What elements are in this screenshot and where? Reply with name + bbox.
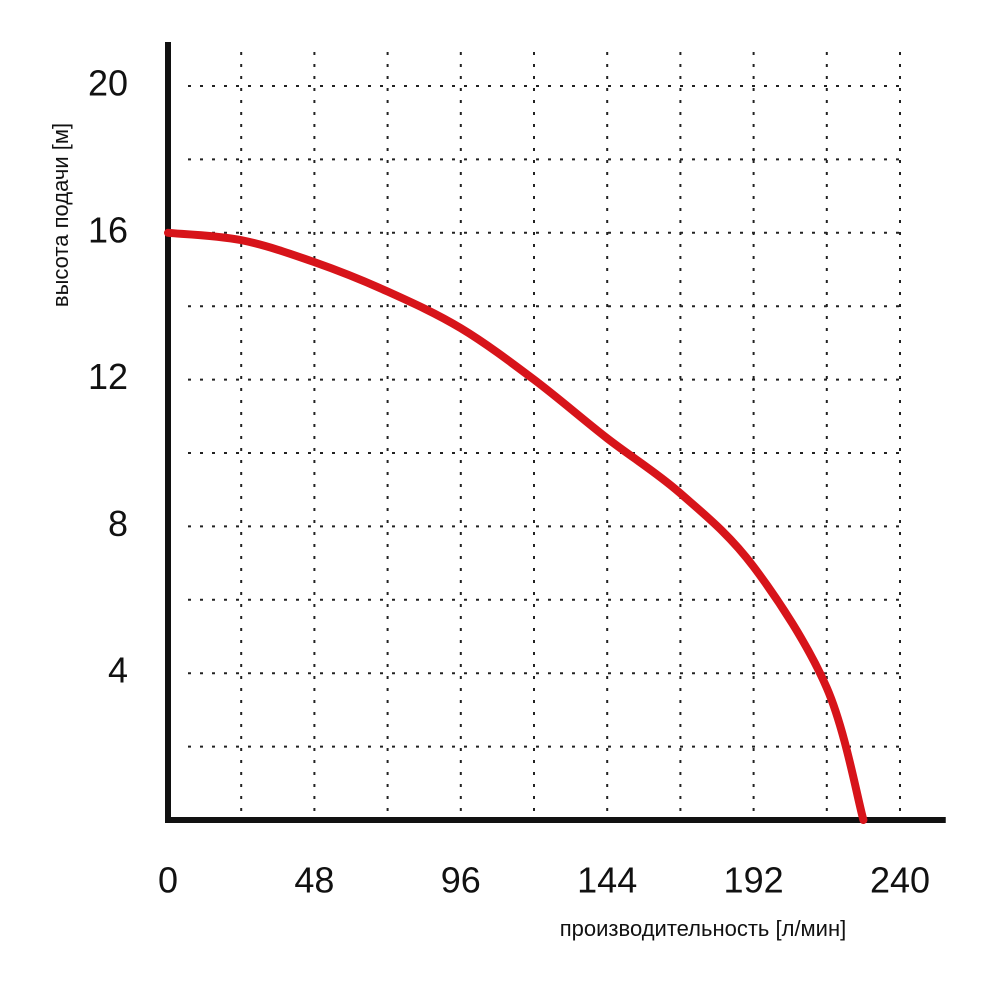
y-tick-label: 16 <box>88 209 128 250</box>
x-tick-label: 240 <box>870 860 930 901</box>
x-axis-title: производительность [л/мин] <box>560 916 846 941</box>
y-tick-label: 8 <box>108 503 128 544</box>
y-tick-label: 12 <box>88 356 128 397</box>
y-tick-label: 20 <box>88 63 128 104</box>
x-tick-label: 144 <box>577 860 637 901</box>
x-tick-label: 0 <box>158 860 178 901</box>
curve <box>164 228 868 824</box>
x-tick-label: 48 <box>294 860 334 901</box>
x-tick-label: 96 <box>441 860 481 901</box>
x-tick-label: 192 <box>724 860 784 901</box>
y-tick-label: 4 <box>108 650 128 691</box>
y-axis-title: высота подачи [м] <box>48 123 73 307</box>
